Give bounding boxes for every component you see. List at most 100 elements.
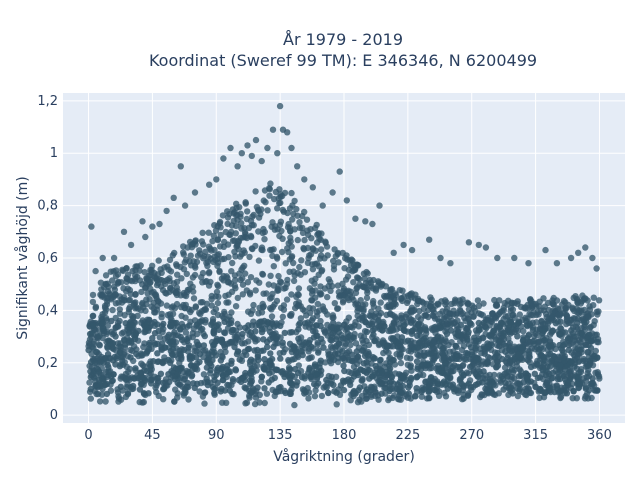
scatter-point [105,364,112,371]
scatter-point [204,381,212,389]
scatter-point [334,305,341,312]
scatter-point [267,350,274,357]
scatter-point [261,187,269,194]
scatter-point [390,337,397,345]
scatter-point [279,339,286,346]
scatter-point [140,343,147,351]
scatter-point [313,221,320,229]
scatter-point [132,272,139,279]
scatter-point [590,321,597,329]
scatter-point [238,150,245,157]
scatter-point [559,347,566,354]
y-tick-label: 0,8 [37,199,58,214]
scatter-point [443,314,450,321]
scatter-point [161,264,168,271]
scatter-point [262,199,269,206]
scatter-point [490,381,497,388]
scatter-point [284,245,291,252]
scatter-point [252,242,259,250]
scatter-point [430,386,438,394]
scatter-point [143,367,151,375]
scatter-point [152,309,159,316]
scatter-point [277,304,285,312]
scatter-point [267,272,274,279]
scatter-point [427,374,435,381]
scatter-point [577,300,584,307]
scatter-point [294,369,302,377]
scatter-point [234,163,241,170]
scatter-point [101,381,109,388]
scatter-point [261,236,268,243]
scatter-point [348,294,356,301]
scatter-point [540,327,548,334]
scatter-point [527,363,535,371]
scatter-point [189,283,196,291]
scatter-point [347,341,354,349]
scatter-point [296,263,303,271]
scatter-point [452,298,459,305]
scatter-point [146,360,153,368]
scatter-point [386,365,394,372]
scatter-point [253,203,261,211]
scatter-point [333,342,340,349]
scatter-point [331,300,338,307]
scatter-point [250,318,257,325]
scatter-point [246,253,253,261]
scatter-point [354,371,362,379]
scatter-point [516,380,523,387]
scatter-point [317,289,324,297]
scatter-point [269,126,277,133]
scatter-point [315,349,322,356]
scatter-point [122,320,129,327]
scatter-point [314,332,321,339]
scatter-point [151,291,159,299]
scatter-point [214,236,221,244]
scatter-point [226,387,233,394]
scatter-point [205,229,212,236]
scatter-point [361,275,368,282]
y-tick-labels: 0 0,2 0,4 0,6 0,8 1 1,2 [37,94,58,423]
scatter-point [271,374,278,382]
scatter-point [294,236,301,244]
scatter-point [214,299,222,307]
scatter-point [138,288,145,296]
scatter-point [501,364,509,371]
scatter-point [277,322,284,330]
scatter-point [236,356,243,363]
scatter-point [565,346,573,354]
scatter-point [220,155,227,162]
scatter-point [111,286,119,293]
scatter-point [514,300,521,307]
scatter-point [441,389,448,397]
scatter-point [95,376,103,384]
scatter-point [214,364,222,372]
scatter-point [426,361,434,368]
scatter-point [248,152,255,160]
scatter-point [359,377,366,384]
x-tick-label: 180 [332,428,357,443]
scatter-point [203,300,211,307]
scatter-point [587,344,595,352]
scatter-point [217,357,225,364]
scatter-point [294,291,301,298]
scatter-point [315,230,322,237]
scatter-point [277,278,284,285]
scatter-point [291,346,298,354]
scatter-point [119,266,126,273]
scatter-point [474,297,482,304]
scatter-point [562,329,569,336]
scatter-point [534,309,541,316]
scatter-point [252,287,259,294]
scatter-point [345,356,353,364]
scatter-point [167,337,175,344]
scatter-point [262,360,270,367]
scatter-point [255,356,262,364]
scatter-point [219,212,227,219]
scatter-point [302,339,310,346]
x-tick-label: 270 [459,428,484,443]
scatter-point [319,303,326,310]
scatter-point [217,231,224,239]
scatter-point [106,290,113,297]
scatter-point [222,371,230,378]
scatter-point [231,282,238,289]
